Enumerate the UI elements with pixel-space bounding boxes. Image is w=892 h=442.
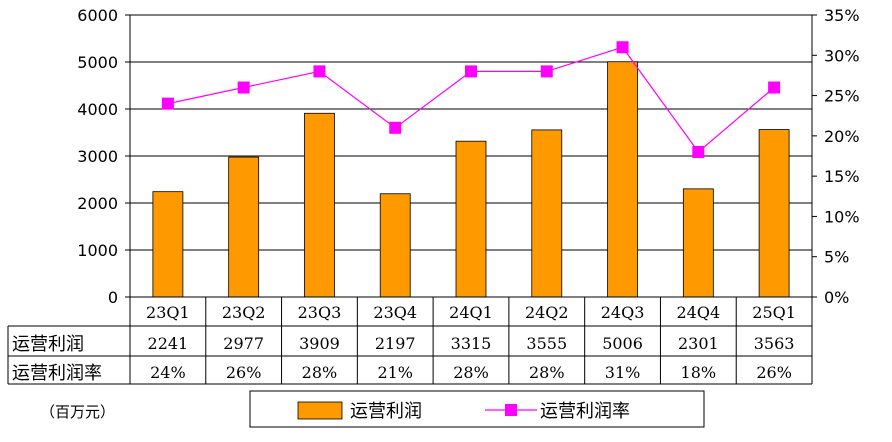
right-tick-label: 5% [824,248,849,267]
category-label: 23Q4 [373,303,417,322]
table-profit-cell: 3315 [451,334,492,353]
category-label: 24Q1 [449,303,493,322]
margin-marker-24Q3 [616,41,629,54]
margin-marker-25Q1 [768,81,781,94]
legend-marker-swatch [505,404,517,416]
y-axis-left: 0 1000 2000 3000 4000 5000 6000 [77,6,130,307]
left-tick-label: 3000 [77,147,118,166]
category-label: 24Q3 [601,303,645,322]
table-margin-cell: 28% [302,363,338,382]
left-tick-label: 4000 [77,100,118,119]
category-label: 23Q3 [298,303,342,322]
right-tick-label: 35% [824,6,860,25]
left-tick-label: 2000 [77,194,118,213]
table-profit-cell: 2197 [375,334,416,353]
right-tick-label: 10% [824,207,860,226]
table-margin-cell: 31% [605,363,641,382]
table-profit-cell: 2301 [678,334,719,353]
table-margin-cell: 26% [226,363,262,382]
left-tick-label: 5000 [77,53,118,72]
table-row-label-margin: 运营利润率 [12,363,102,384]
category-label: 23Q1 [146,303,190,322]
left-tick-label: 6000 [77,6,118,25]
right-tick-label: 30% [824,46,860,65]
table-profit-cell: 3555 [526,334,567,353]
margin-marker-24Q2 [540,65,553,78]
margin-marker-24Q1 [465,65,477,78]
category-label: 24Q4 [677,303,721,322]
table-margin-cell: 24% [150,363,186,382]
margin-line [161,41,781,158]
table-profit-cell: 3563 [754,334,795,353]
y-axis-right: 0% 5% 10% 15% 20% 25% 30% 35% [812,6,860,307]
margin-marker-24Q4 [692,145,705,158]
table-margin-cell: 26% [756,363,792,382]
legend: 运营利润 运营利润率 [249,390,705,428]
unit-note: （百万元） [40,403,115,421]
right-tick-label: 15% [824,167,860,186]
bar-24Q3 [607,61,638,298]
margin-marker-23Q2 [237,81,250,94]
left-tick-label: 0 [108,288,118,307]
legend-bar-swatch [297,401,343,420]
table-margin-cell: 21% [377,363,413,382]
data-table: 23Q1 2241 24% 23Q2 2977 26% 23Q3 3909 28% 23Q4 219… [12,303,796,384]
legend-line-label: 运营利润率 [540,401,630,422]
margin-marker-23Q3 [313,65,326,78]
table-profit-cell: 2977 [223,334,264,353]
table-profit-cell: 2241 [148,334,189,353]
bar-23Q4 [379,193,411,298]
right-tick-label: 25% [824,87,860,106]
right-tick-label: 20% [824,127,860,146]
bar-23Q2 [228,156,260,298]
right-tick-label: 0% [824,288,849,307]
margin-marker-23Q1 [161,97,174,110]
category-label: 23Q2 [222,303,266,322]
plot-frame [7,14,813,385]
bar-24Q1 [455,140,487,298]
table-margin-cell: 28% [529,363,565,382]
table-margin-cell: 28% [453,363,489,382]
bar-23Q3 [304,112,335,298]
bar-24Q4 [682,188,714,298]
bar-25Q1 [758,129,790,298]
bar-23Q1 [152,191,184,298]
left-tick-label: 1000 [77,241,118,260]
table-row-label-profit: 运营利润 [12,334,84,355]
legend-bar-label: 运营利润 [350,401,422,422]
table-margin-cell: 18% [681,363,717,382]
category-label: 24Q2 [525,303,569,322]
table-profit-cell: 3909 [299,334,340,353]
margin-marker-23Q4 [389,121,402,134]
category-label: 25Q1 [752,303,796,322]
bar-24Q2 [531,129,563,298]
table-profit-cell: 5006 [602,334,643,353]
